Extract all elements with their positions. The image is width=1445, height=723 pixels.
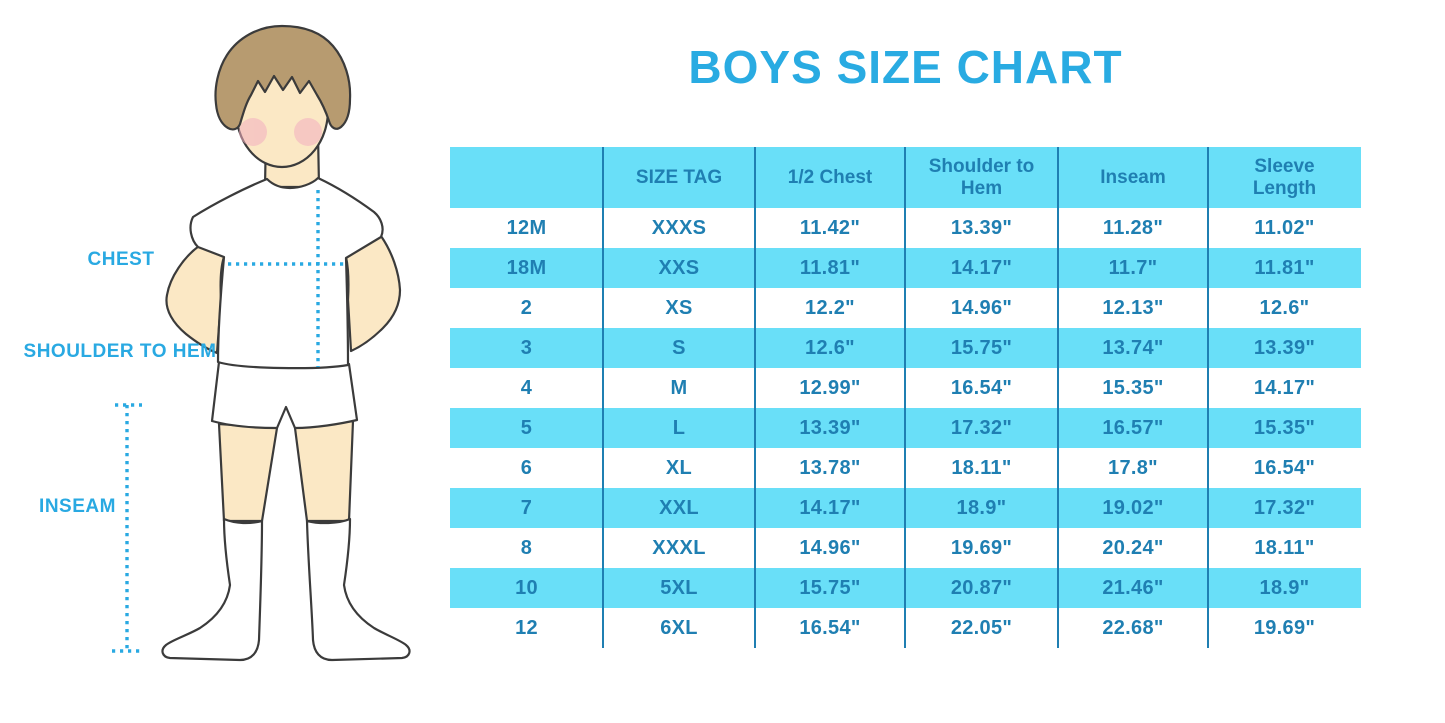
value-cell: 11.7": [1108, 256, 1158, 279]
value-cell: 19.69": [950, 536, 1013, 559]
value-cell: XS: [665, 296, 693, 319]
blush-right: [294, 118, 322, 146]
size-cell: 6: [520, 456, 533, 479]
value-cell: 17.32": [950, 416, 1013, 439]
size-cell: 18M: [506, 256, 547, 279]
value-cell: 17.8": [1108, 456, 1158, 479]
value-cell: 11.02": [1254, 216, 1315, 239]
size-cell: 5: [520, 416, 533, 439]
header-cell-half-chest: 1/2 Chest: [787, 166, 873, 188]
value-cell: 12.6": [1259, 296, 1310, 319]
value-cell: XXXS: [651, 216, 707, 239]
header-cell-inseam: Inseam: [1100, 166, 1166, 188]
value-cell: XL: [665, 456, 693, 479]
value-cell: XXL: [659, 496, 699, 519]
value-cell: 13.78": [799, 456, 861, 479]
value-cell: S: [672, 336, 686, 359]
value-cell: 18.9": [956, 496, 1007, 519]
header-cell-sleeve-length: Sleeve Length: [1252, 155, 1317, 199]
value-cell: 19.69": [1253, 616, 1316, 639]
page-title: BOYS SIZE CHART: [688, 41, 1123, 93]
value-cell: 13.39": [799, 416, 861, 439]
value-cell: 15.75": [950, 336, 1013, 359]
left-sock: [161, 517, 264, 662]
value-cell: 12.99": [799, 376, 861, 399]
value-cell: 13.39": [950, 216, 1013, 239]
value-cell: 14.17": [950, 256, 1013, 279]
value-cell: 11.81": [1254, 256, 1315, 279]
value-cell: 14.17": [1253, 376, 1316, 399]
value-cell: 21.46": [1102, 576, 1164, 599]
value-cell: 11.42": [799, 216, 861, 239]
size-cell: 8: [520, 536, 533, 559]
chest-label: CHEST: [87, 249, 155, 270]
right-sock: [305, 517, 411, 662]
value-cell: 16.54": [950, 376, 1013, 399]
value-cell: XXS: [658, 256, 700, 279]
value-cell: 20.87": [950, 576, 1013, 599]
right-leg: [293, 419, 355, 523]
header-cell-shoulder-to-hem: Shoulder to Hem: [928, 155, 1035, 199]
t-shirt: [189, 176, 384, 370]
size-cell: 12: [515, 616, 538, 639]
value-cell: 20.24": [1102, 536, 1164, 559]
value-cell: M: [670, 376, 688, 399]
size-cell: 7: [520, 496, 533, 519]
inseam-label: INSEAM: [39, 496, 116, 517]
column-divider: [1207, 147, 1209, 648]
value-cell: 13.39": [1253, 336, 1316, 359]
left-arm: [165, 244, 226, 355]
header-cell-size-tag: SIZE TAG: [635, 166, 723, 188]
column-divider: [754, 147, 756, 648]
value-cell: 12.13": [1102, 296, 1164, 319]
boy-illustration: [112, 24, 411, 662]
header-cell-size: [450, 147, 603, 208]
value-cell: 14.96": [950, 296, 1013, 319]
column-divider: [904, 147, 906, 648]
size-cell: 10: [515, 576, 538, 599]
size-table: SIZE TAG 1/2 Chest Shoulder to Hem Insea…: [450, 147, 1361, 648]
value-cell: 11.81": [799, 256, 861, 279]
value-cell: 12.2": [805, 296, 855, 319]
value-cell: 18.11": [951, 456, 1012, 479]
value-cell: 16.57": [1102, 416, 1164, 439]
size-cell: 2: [520, 296, 533, 319]
value-cell: 18.11": [1254, 536, 1315, 559]
value-cell: 22.05": [950, 616, 1013, 639]
column-divider: [1057, 147, 1059, 648]
value-cell: 15.75": [799, 576, 861, 599]
right-arm: [344, 234, 402, 353]
size-cell: 12M: [506, 216, 547, 239]
size-cell: 3: [520, 336, 533, 359]
value-cell: 5XL: [660, 576, 698, 599]
column-divider: [602, 147, 604, 648]
value-cell: 11.28": [1102, 216, 1164, 239]
value-cell: 15.35": [1253, 416, 1316, 439]
value-cell: 6XL: [660, 616, 698, 639]
blush-left: [239, 118, 267, 146]
shoulder-to-hem-label: SHOULDER TO HEM: [23, 341, 217, 362]
value-cell: 15.35": [1102, 376, 1164, 399]
value-cell: 18.9": [1259, 576, 1310, 599]
value-cell: 14.96": [799, 536, 861, 559]
value-cell: XXXL: [652, 536, 706, 559]
value-cell: L: [672, 416, 686, 439]
left-leg: [217, 422, 279, 523]
value-cell: 12.6": [805, 336, 855, 359]
value-cell: 22.68": [1102, 616, 1164, 639]
value-cell: 16.54": [1253, 456, 1316, 479]
value-cell: 16.54": [799, 616, 861, 639]
size-cell: 4: [520, 376, 533, 399]
value-cell: 19.02": [1102, 496, 1164, 519]
value-cell: 13.74": [1102, 336, 1164, 359]
value-cell: 17.32": [1253, 496, 1316, 519]
shorts: [210, 360, 359, 430]
hair: [214, 24, 352, 131]
value-cell: 14.17": [799, 496, 861, 519]
